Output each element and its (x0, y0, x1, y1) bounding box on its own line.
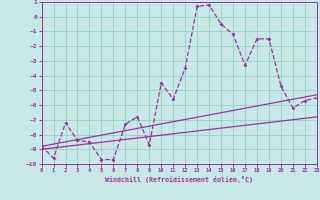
X-axis label: Windchill (Refroidissement éolien,°C): Windchill (Refroidissement éolien,°C) (105, 176, 253, 183)
